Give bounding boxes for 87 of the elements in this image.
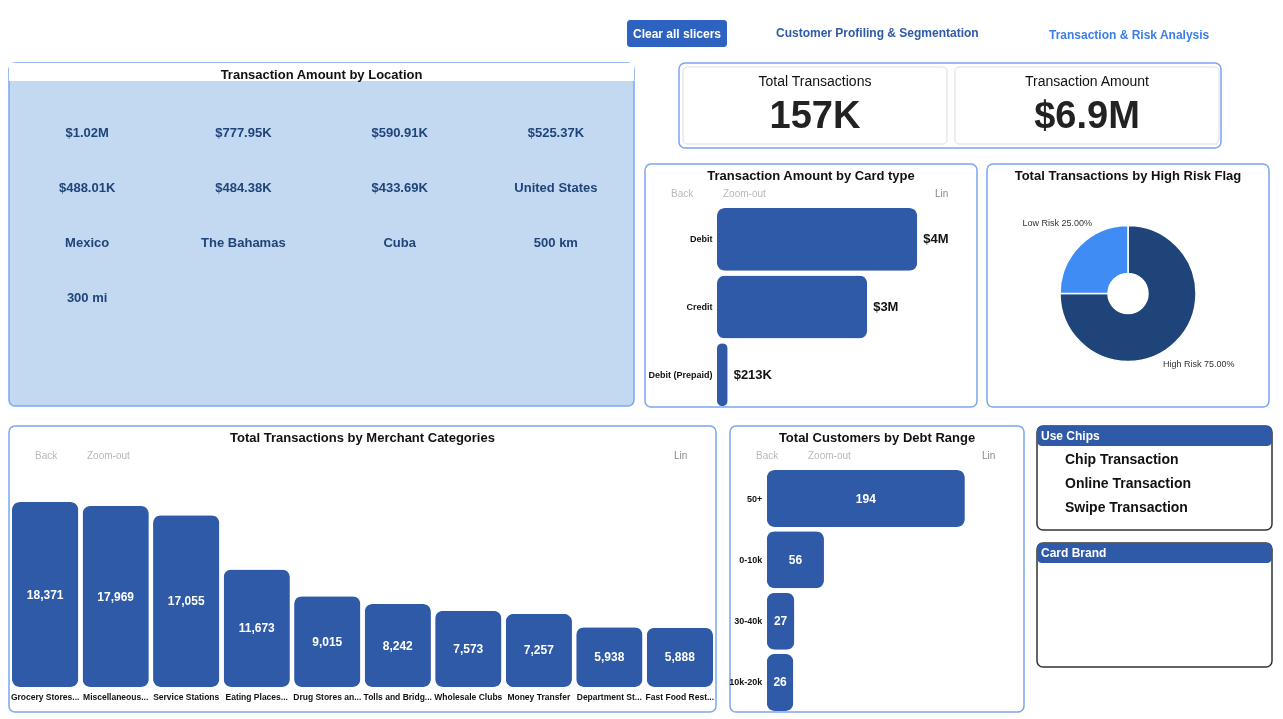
text: $1.02M — [65, 125, 109, 140]
bar — [646, 627, 713, 687]
text: 300 mi — [66, 290, 108, 305]
data-label: 27 — [773, 614, 788, 629]
category-label: Transaction Amount — [1025, 73, 1150, 89]
text: Back — [756, 450, 780, 461]
text: $488.01K — [58, 180, 116, 195]
text: Zoom-out — [87, 450, 131, 461]
data-label: $3M — [873, 299, 899, 314]
x-tick-label: Grocery Stores... — [10, 691, 80, 702]
x-tick-label: Drug Stores an... — [293, 691, 362, 702]
data-label: 5,938 — [594, 650, 625, 665]
bar — [505, 613, 572, 687]
x-tick-label: Tolls and Bridg... — [363, 691, 432, 702]
text: Clear all slicers — [632, 27, 722, 41]
bar — [153, 515, 220, 687]
category-label: Total Transactions — [758, 73, 872, 89]
data-label: 17,055 — [167, 594, 205, 609]
text: Transaction Amount by Location — [220, 67, 423, 82]
y-tick-label: Credit — [686, 302, 713, 312]
bar — [12, 502, 79, 687]
text: Back — [671, 188, 695, 199]
x-tick-label: Money Transfer — [507, 691, 571, 702]
bar — [576, 627, 643, 687]
bar — [766, 531, 824, 589]
data-label: 7,573 — [453, 641, 484, 656]
y-tick-label: Debit — [690, 234, 713, 245]
bar — [294, 596, 361, 687]
data-label: 8,242 — [382, 638, 414, 653]
data-label: 5,888 — [664, 650, 696, 665]
data-label: 18,371 — [26, 587, 64, 602]
chart-title: Transaction Amount by Card type — [707, 168, 915, 183]
text: $590.91K — [371, 125, 429, 140]
text: Lin — [674, 450, 688, 461]
slice-label: High Risk 75.00% — [1162, 359, 1235, 370]
x-tick-label: Miscellaneous... — [83, 691, 149, 702]
data-label: 194 — [855, 491, 877, 506]
text: 157K — [769, 94, 861, 136]
slice-label: Low Risk 25.00% — [1022, 217, 1093, 228]
text: $525.37K — [527, 125, 585, 140]
data-label: 7,257 — [523, 643, 555, 658]
chart-title: Total Customers by Debt Range — [778, 430, 976, 445]
text: Back — [35, 450, 59, 461]
text: $433.69K — [371, 180, 429, 195]
text: Lin — [982, 450, 996, 461]
text: United States — [514, 180, 598, 195]
text: Mexico — [65, 235, 110, 250]
bar — [82, 506, 149, 687]
bar — [364, 604, 431, 687]
data-label: 11,673 — [238, 621, 276, 636]
data-label: $213K — [733, 366, 773, 382]
x-tick-label: Fast Food Rest... — [645, 691, 715, 702]
y-tick-label: 10k-20k — [729, 677, 764, 688]
data-label: 56 — [788, 552, 803, 567]
category-label: Swipe Transaction — [1065, 499, 1188, 515]
y-tick-label: 30-40k — [734, 616, 764, 627]
data-label: 9,015 — [312, 634, 343, 649]
text: Cuba — [383, 235, 417, 250]
text: $484.38K — [215, 180, 273, 195]
x-tick-label: Wholesale Clubs — [434, 691, 503, 702]
bar — [223, 569, 290, 687]
chart-title: Total Transactions by High Risk Flag — [1014, 168, 1242, 183]
text: Zoom-out — [808, 450, 852, 461]
data-label: 17,969 — [97, 589, 135, 604]
y-tick-label: Debit (Prepaid) — [648, 369, 713, 380]
y-tick-label: 50+ — [747, 493, 763, 504]
category-label: Chip Transaction — [1065, 451, 1179, 467]
text: Card Brand — [1041, 546, 1107, 560]
text: Use Chips — [1041, 429, 1101, 443]
x-tick-label: Department St... — [576, 691, 642, 702]
text: Lin — [935, 188, 949, 199]
x-tick-label: Service Stations — [153, 691, 220, 702]
x-tick-label: Eating Places... — [225, 691, 288, 702]
bar — [435, 610, 502, 687]
text: $6.9M — [1034, 94, 1140, 136]
category-label: Online Transaction — [1065, 475, 1192, 491]
data-label: 26 — [773, 675, 788, 690]
text: Transaction & Risk Analysis — [1049, 28, 1210, 42]
y-tick-label: 0-10k — [739, 554, 764, 565]
text: Zoom-out — [723, 188, 767, 199]
chart-title: Total Transactions by Merchant Categories — [230, 430, 495, 445]
data-label: $4M — [923, 231, 949, 247]
text: $777.95K — [215, 125, 273, 140]
text: Customer Profiling & Segmentation — [776, 26, 979, 40]
text: 500 km — [533, 235, 578, 250]
text: The Bahamas — [201, 235, 286, 250]
bar — [766, 470, 965, 528]
